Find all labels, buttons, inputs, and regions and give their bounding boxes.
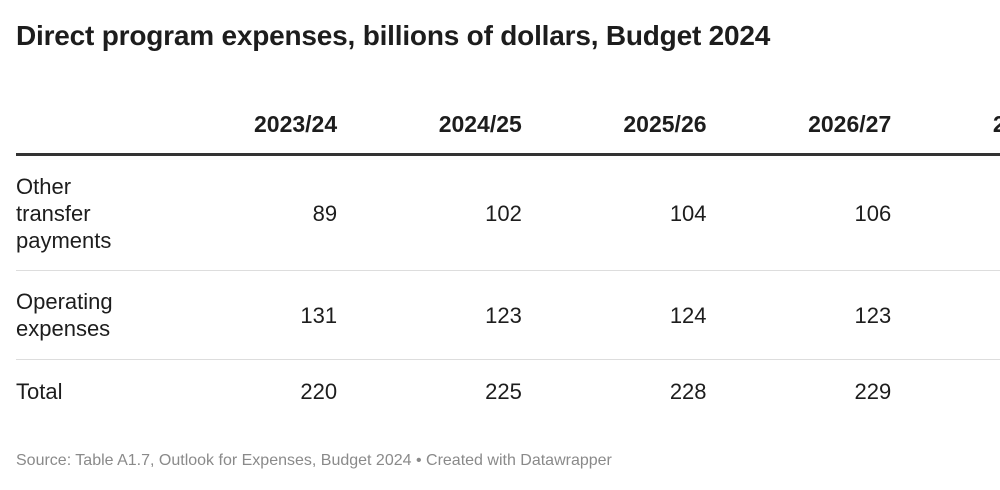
column-header: 2027/28 xyxy=(891,95,1000,156)
table-cell: 220 xyxy=(300,378,338,404)
table-cell: 12 xyxy=(891,270,1000,360)
table-cell: 131 xyxy=(152,270,338,360)
header-row: 2023/24 2024/25 2025/26 2026/27 2027/28 xyxy=(16,95,1000,156)
column-header: 2025/26 xyxy=(521,95,707,156)
table-cell: 89 xyxy=(152,154,338,271)
column-header: 2024/25 xyxy=(337,95,522,156)
table-cell: 123 xyxy=(337,270,522,360)
row-label: Operating expenses xyxy=(16,270,153,360)
table-cell: 102 xyxy=(337,154,522,271)
table-viewport[interactable]: 2023/24 2024/25 2025/26 2026/27 2027/28 … xyxy=(16,95,1000,425)
row-label: Total xyxy=(16,378,63,404)
table-row: Operating expenses 131 123 124 123 12 xyxy=(16,270,1000,360)
table-cell: 23 xyxy=(891,360,1000,423)
table-cell: 11 xyxy=(891,154,1000,271)
source-note: Source: Table A1.7, Outlook for Expenses… xyxy=(16,452,612,469)
table-cell: 123 xyxy=(706,270,892,360)
column-header: 2023/24 xyxy=(152,95,338,156)
table-cell: 104 xyxy=(521,154,707,271)
table-row: Total 220 225 228 229 23 xyxy=(16,360,1000,423)
row-label-header xyxy=(16,95,153,156)
row-label: Other transfer payments xyxy=(16,154,153,271)
chart-title: Direct program expenses, billions of dol… xyxy=(16,20,771,51)
table-row: Other transfer payments 89 102 104 106 1… xyxy=(16,154,1000,271)
table-cell: 229 xyxy=(854,378,892,404)
table-cell: 225 xyxy=(485,378,522,404)
column-header: 2026/27 xyxy=(706,95,892,156)
table-cell: 106 xyxy=(706,154,892,271)
table-cell: 228 xyxy=(669,378,707,404)
table-cell: 124 xyxy=(521,270,707,360)
data-table: 2023/24 2024/25 2025/26 2026/27 2027/28 … xyxy=(16,95,1000,422)
